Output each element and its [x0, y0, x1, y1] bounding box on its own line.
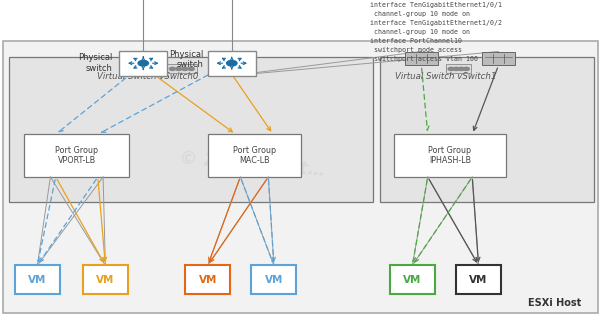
FancyBboxPatch shape — [252, 265, 297, 294]
FancyBboxPatch shape — [209, 52, 242, 65]
FancyBboxPatch shape — [208, 134, 301, 177]
FancyBboxPatch shape — [185, 265, 230, 294]
FancyBboxPatch shape — [82, 265, 128, 294]
FancyBboxPatch shape — [208, 51, 256, 76]
Text: VM: VM — [265, 275, 283, 285]
Circle shape — [169, 67, 175, 70]
FancyBboxPatch shape — [119, 51, 167, 76]
Text: interface TenGigabitEthernet1/0/1
 channel-group 10 mode on
interface TenGigabit: interface TenGigabitEthernet1/0/1 channe… — [370, 2, 502, 62]
Text: VM: VM — [96, 275, 114, 285]
FancyBboxPatch shape — [482, 52, 515, 65]
Circle shape — [458, 67, 464, 70]
Text: VM: VM — [28, 275, 46, 285]
Circle shape — [464, 67, 470, 70]
FancyBboxPatch shape — [3, 41, 598, 313]
Circle shape — [448, 67, 454, 70]
FancyBboxPatch shape — [14, 265, 60, 294]
Text: Physical
switch: Physical switch — [169, 50, 203, 70]
Text: Port Group
IPHASH-LB: Port Group IPHASH-LB — [429, 146, 471, 165]
FancyBboxPatch shape — [394, 134, 506, 177]
FancyBboxPatch shape — [380, 57, 594, 202]
FancyBboxPatch shape — [405, 52, 438, 65]
FancyBboxPatch shape — [456, 265, 501, 294]
Text: VM: VM — [403, 275, 421, 285]
FancyBboxPatch shape — [125, 52, 158, 65]
Text: © 2023  Fast…: © 2023 Fast… — [179, 149, 326, 180]
Text: Physical
switch: Physical switch — [78, 53, 113, 73]
FancyBboxPatch shape — [446, 64, 471, 73]
Circle shape — [453, 67, 459, 70]
Text: VM: VM — [470, 275, 488, 285]
Text: ESXi Host: ESXi Host — [528, 298, 581, 308]
Circle shape — [188, 67, 194, 70]
FancyBboxPatch shape — [390, 265, 435, 294]
FancyBboxPatch shape — [166, 64, 197, 73]
Circle shape — [176, 67, 182, 70]
Text: Virtual Switch vSwitch0: Virtual Switch vSwitch0 — [97, 72, 198, 81]
Circle shape — [182, 67, 188, 70]
Circle shape — [226, 60, 237, 66]
Text: VM: VM — [199, 275, 217, 285]
Text: Port Group
VPORT-LB: Port Group VPORT-LB — [55, 146, 98, 165]
FancyBboxPatch shape — [24, 134, 129, 177]
Text: Port Group
MAC-LB: Port Group MAC-LB — [233, 146, 276, 165]
Circle shape — [138, 60, 149, 66]
Text: Virtual Switch vSwitch1: Virtual Switch vSwitch1 — [395, 72, 496, 81]
FancyBboxPatch shape — [9, 57, 373, 202]
